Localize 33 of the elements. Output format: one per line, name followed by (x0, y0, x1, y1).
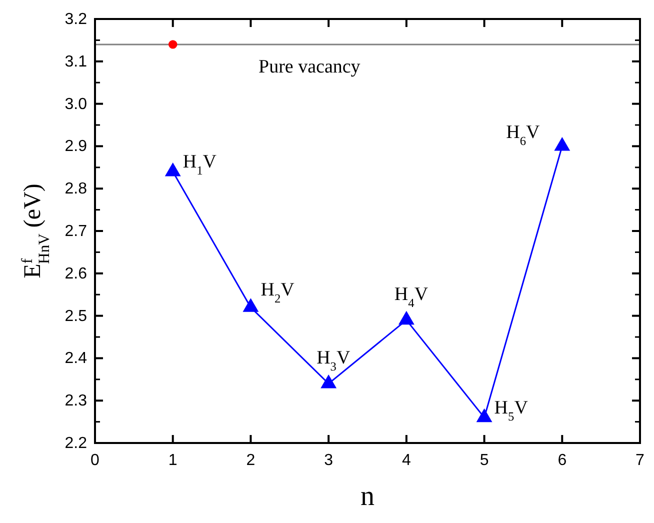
x-axis-title: n (360, 481, 374, 512)
annotation: H$_{3}$V (316, 348, 350, 374)
point (242, 298, 259, 312)
x-tick-label: 1 (168, 452, 178, 469)
x-tick-label: 3 (324, 452, 334, 469)
y-tick-label: 2.8 (64, 180, 88, 198)
annotation: H$_{2}$V (260, 279, 295, 306)
x-tick-label: 6 (558, 452, 567, 469)
x-tick-label: 7 (636, 452, 645, 469)
annotation: H$_{4}$V (394, 284, 428, 310)
y-tick-label: 2.5 (64, 308, 88, 325)
point (554, 137, 570, 151)
x-tick-label: 2 (246, 452, 256, 469)
y-tick-label: 3.0 (64, 96, 88, 113)
annotation: H$_{6}$V (506, 122, 540, 148)
x-tick-label: 4 (402, 452, 411, 469)
y-tick-label: 2.2 (64, 435, 88, 452)
y-tick-label: 2.4 (64, 350, 88, 368)
x-tick-label: 5 (480, 452, 489, 469)
y-tick-label: 2.6 (64, 265, 88, 282)
point (164, 162, 181, 176)
y-tick-label: 2.7 (64, 223, 88, 240)
y-tick-label: 3.1 (64, 53, 88, 70)
y-tick-label: 2.3 (64, 392, 88, 410)
y-tick-label: 3.2 (64, 11, 88, 28)
annotation: H$_{5}$V (494, 398, 528, 424)
annotation: H$_{1}$V (182, 152, 217, 178)
point (476, 408, 492, 422)
point (398, 310, 414, 325)
x-tick-label: 0 (90, 452, 100, 469)
ref-line-label: Pure vacancy (258, 56, 361, 78)
point (320, 374, 337, 388)
y-tick-label: 2.9 (64, 138, 88, 156)
